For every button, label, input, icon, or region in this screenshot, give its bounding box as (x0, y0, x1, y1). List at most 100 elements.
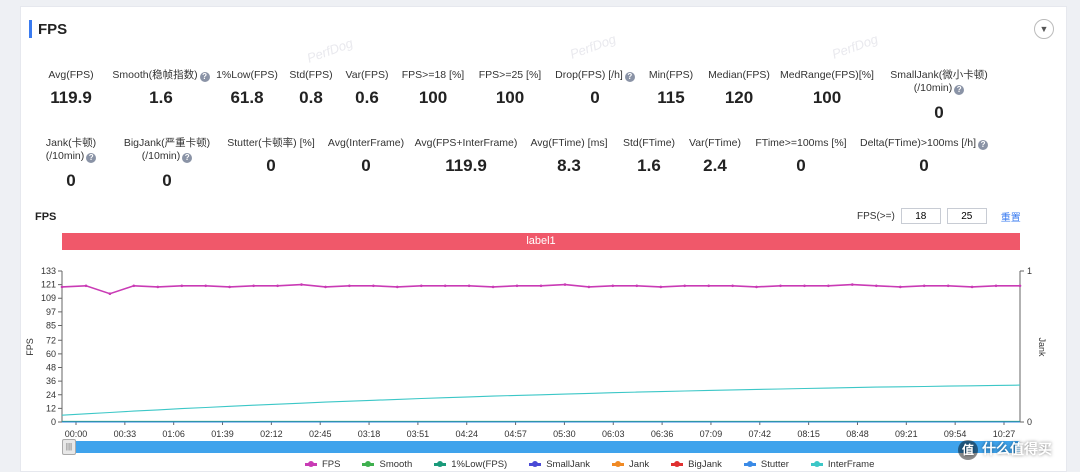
legend-item[interactable]: FPS (305, 459, 340, 470)
fps-panel: FPS ▼ PerfDog PerfDog PerfDog Avg(FPS) 11… (20, 6, 1067, 472)
legend-item[interactable]: Smooth (362, 459, 412, 470)
y-tick-label: 133 (41, 266, 56, 276)
fps-point (396, 285, 399, 289)
fps-point (348, 284, 351, 288)
scroll-handle[interactable]: ||| (62, 439, 76, 455)
metric-item: Jank(卡顿) (/10min)? 0 (0, 137, 151, 191)
metric-item: Var(FTime) 2.4 (635, 137, 795, 176)
legend-item[interactable]: Jank (612, 459, 649, 470)
x-tick-label: 07:09 (700, 429, 723, 437)
metric-value: 119.9 (445, 156, 487, 175)
help-icon[interactable]: ? (624, 72, 635, 82)
metric-label: Avg(FTime) [ms] (530, 137, 608, 149)
y-tick-label: 48 (46, 363, 56, 373)
help-icon[interactable]: ? (182, 153, 193, 163)
metric-label-unit: (/10min)? (87, 150, 247, 163)
y-tick-label: 24 (46, 390, 56, 400)
metric-value: 2.4 (703, 156, 727, 175)
fps-point (467, 284, 471, 288)
fps-point (731, 284, 734, 288)
fps-point (443, 284, 447, 288)
chart-legend: FPS Smooth 1%Low(FPS) SmallJank Jank BigJank S… (305, 459, 896, 470)
fps-point (204, 284, 207, 288)
metric-value: 120 (724, 88, 754, 107)
legend-item[interactable]: BigJank (671, 459, 722, 470)
y2-axis-label: Jank (1037, 337, 1047, 357)
fps-point (875, 284, 878, 288)
help-icon[interactable]: ? (199, 72, 210, 82)
help-icon[interactable]: ? (954, 85, 965, 95)
y2-tick-label: 0 (1027, 417, 1032, 427)
y-axis-label: FPS (25, 338, 35, 356)
x-tick-label: 00:33 (114, 429, 137, 437)
fps-point (515, 284, 519, 288)
legend-item[interactable]: InterFrame (810, 459, 875, 470)
fps-chart[interactable]: 0 12 24 36 48 60 72 85 97 109 121 133 0 1 FPS Jank 00:00… (21, 257, 1068, 437)
metric-item: FPS>=18 [%] 100 (353, 69, 513, 108)
metric-value: 0 (934, 103, 944, 122)
x-tick-label: 03:51 (407, 429, 430, 437)
legend-swatch-icon (810, 461, 823, 467)
y-tick-label: 72 (46, 335, 56, 345)
fps-point (491, 285, 495, 289)
legend-item[interactable]: Stutter (743, 459, 789, 470)
metric-item: Drop(FPS) [/h]? 0 (515, 69, 675, 108)
fps-point (132, 284, 136, 288)
legend-item[interactable]: SmallJank (529, 459, 590, 470)
watermark: PerfDog (829, 31, 880, 62)
reset-link[interactable]: 重置 (1000, 212, 1021, 224)
threshold-input-2[interactable] (946, 208, 987, 224)
metric-item: FTime>=100ms [%] 0 (721, 137, 881, 176)
watermark: PerfDog (304, 35, 355, 66)
metric-label: Stutter(卡顿率) [%] (227, 137, 315, 149)
fps-point (539, 284, 543, 288)
help-icon[interactable]: ? (978, 140, 989, 150)
fps-point (228, 285, 231, 289)
fps-point (803, 284, 806, 288)
label-bar[interactable]: label1 (62, 233, 1020, 250)
x-tick-label: 10:27 (993, 429, 1016, 437)
fps-point (300, 283, 303, 286)
y-tick-label: 109 (41, 293, 56, 303)
metric-value: 0 (361, 156, 371, 175)
metric-value: 100 (495, 88, 525, 107)
metric-label: Std(FTime) (622, 137, 676, 149)
time-scrollbar[interactable]: ||| (62, 439, 1020, 455)
metric-label: Var(FPS) (345, 69, 389, 81)
threshold-input-1[interactable] (900, 208, 941, 224)
metric-item: Var(FPS) 0.6 (287, 69, 447, 108)
legend-swatch-icon (671, 461, 684, 467)
collapse-icon[interactable]: ▼ (1034, 19, 1054, 39)
brand-text: 什么值得买 (982, 441, 1052, 457)
legend-label: InterFrame (827, 459, 875, 470)
metric-value: 100 (418, 88, 448, 107)
metric-value: 1.6 (637, 156, 661, 175)
help-icon[interactable]: ? (86, 153, 97, 163)
x-tick-label: 01:06 (162, 429, 185, 437)
section-header: FPS (29, 19, 67, 39)
x-tick-label: 07:42 (749, 429, 772, 437)
chart-title: FPS (35, 211, 57, 223)
metric-label-unit: (/10min)? (859, 82, 1019, 95)
x-tick-label: 09:21 (895, 429, 918, 437)
x-tick-label: 06:03 (602, 429, 625, 437)
x-tick-label: 04:57 (504, 429, 527, 437)
fps-point (60, 285, 64, 289)
fps-point (587, 285, 591, 289)
fps-point (755, 285, 758, 289)
metric-label: Std(FPS) (289, 69, 333, 81)
fps-point (252, 284, 255, 288)
metric-item: Avg(FPS+InterFrame) 119.9 (386, 137, 546, 176)
metric-label: FPS>=25 [%] (478, 69, 542, 81)
x-tick-label: 04:24 (455, 429, 478, 437)
metric-value: 0 (66, 171, 76, 190)
metric-item: MedRange(FPS)[%] 100 (747, 69, 907, 108)
legend-item[interactable]: 1%Low(FPS) (434, 459, 507, 470)
metric-item: BigJank(严重卡顿) (/10min)? 0 (87, 137, 247, 191)
x-tick-label: 05:30 (553, 429, 576, 437)
metric-value: 0.6 (355, 88, 379, 107)
metric-item: SmallJank(微小卡顿) (/10min)? 0 (859, 69, 1019, 123)
fps-point (899, 285, 902, 289)
x-tick-label: 03:18 (358, 429, 381, 437)
metric-item: Avg(FTime) [ms] 8.3 (489, 137, 649, 176)
